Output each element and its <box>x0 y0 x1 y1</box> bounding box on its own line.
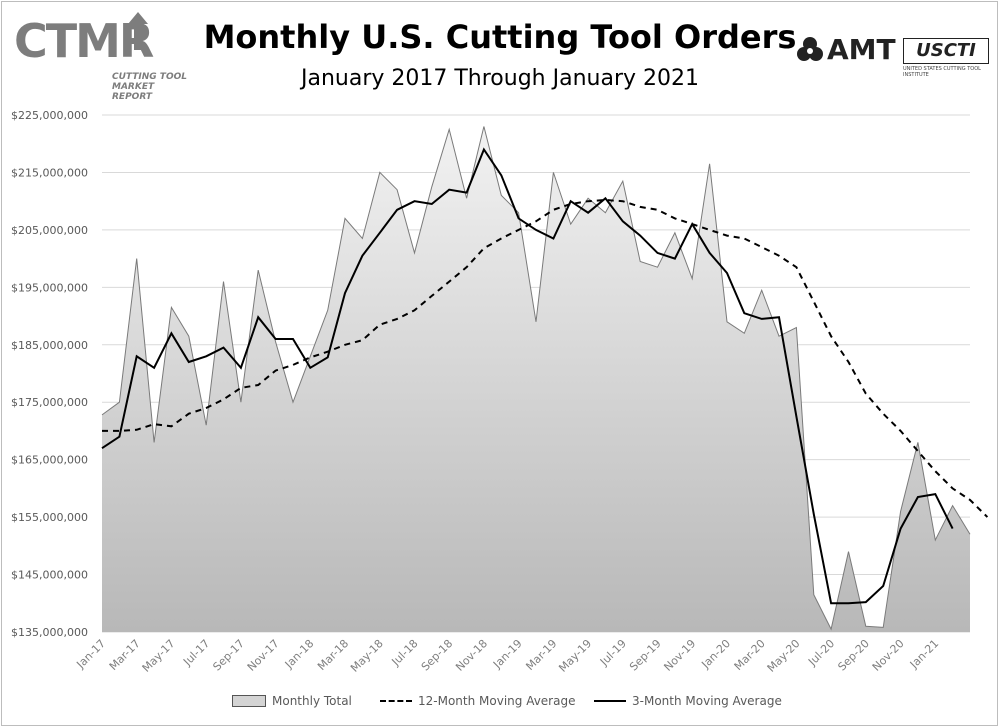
x-tick-label: Sep-20 <box>835 637 872 674</box>
y-axis-ticks: $135,000,000 $145,000,000 $155,000,000 $165… <box>11 109 88 639</box>
y-tick-label: $155,000,000 <box>11 511 88 524</box>
legend-label: Monthly Total <box>272 694 352 708</box>
legend-item-monthly-total: Monthly Total <box>232 694 352 708</box>
uscti-logo-subtitle: UNITED STATES CUTTING TOOL INSTITUTE <box>903 66 981 78</box>
amt-logo-text: AMT <box>827 33 896 66</box>
x-tick-label: Jan-21 <box>907 637 942 672</box>
ctmr-sub-line1: CUTTING TOOL <box>112 72 187 82</box>
legend-item-12-month-ma: 12-Month Moving Average <box>380 694 575 708</box>
partner-logos: AMT USCTI UNITED STATES CUTTING TOOL INS… <box>795 33 995 78</box>
x-tick-label: Nov-17 <box>245 637 282 674</box>
x-tick-label: Nov-18 <box>453 637 490 674</box>
x-tick-label: Mar-19 <box>523 637 559 673</box>
monthly-total-fill <box>102 126 970 632</box>
arrow-up-icon <box>128 12 148 50</box>
x-tick-label: Mar-20 <box>732 637 768 673</box>
ctmr-logo: CTMR CUTTING TOOL MARKET REPORT <box>14 10 194 102</box>
x-tick-label: May-17 <box>140 637 178 675</box>
legend-swatch-dashed <box>380 700 412 702</box>
x-tick-label: May-20 <box>765 637 803 675</box>
x-tick-label: Jul-20 <box>805 637 837 669</box>
ctmr-logo-text: CTMR <box>14 14 154 68</box>
x-tick-label: Jul-19 <box>597 637 629 669</box>
x-tick-label: Jan-20 <box>698 637 733 672</box>
x-tick-label: Jan-19 <box>490 637 525 672</box>
monthly-total-area <box>101 126 971 632</box>
chart-legend: Monthly Total 12-Month Moving Average 3-… <box>0 694 999 714</box>
x-tick-label: Nov-20 <box>870 637 907 674</box>
amt-emblem-icon <box>797 37 823 61</box>
uscti-logo-text: USCTI <box>903 38 989 64</box>
legend-label: 12-Month Moving Average <box>418 694 576 708</box>
ctmr-sub-line2: MARKET REPORT <box>112 82 155 102</box>
chart-title: Monthly U.S. Cutting Tool Orders <box>203 18 797 56</box>
y-tick-label: $165,000,000 <box>11 454 88 467</box>
monthly-total-outline <box>101 126 971 631</box>
x-tick-label: Jan-17 <box>74 637 109 672</box>
x-tick-label: Jul-17 <box>180 637 212 669</box>
y-tick-label: $135,000,000 <box>11 626 88 639</box>
x-tick-label: Sep-19 <box>627 637 664 674</box>
legend-item-3-month-ma: 3-Month Moving Average <box>594 694 782 708</box>
x-tick-label: May-18 <box>348 637 386 675</box>
chart-subtitle: January 2017 Through January 2021 <box>300 66 699 91</box>
y-tick-label: $175,000,000 <box>11 396 88 409</box>
y-tick-label: $145,000,000 <box>11 569 88 582</box>
x-tick-label: Nov-19 <box>661 637 698 674</box>
x-tick-label: Mar-18 <box>315 637 351 673</box>
legend-label: 3-Month Moving Average <box>632 694 782 708</box>
y-tick-label: $225,000,000 <box>11 109 88 122</box>
y-tick-label: $215,000,000 <box>11 166 88 179</box>
x-tick-label: Jan-18 <box>282 637 317 672</box>
legend-swatch-solid <box>594 700 626 702</box>
y-tick-label: $195,000,000 <box>11 281 88 294</box>
y-tick-label: $185,000,000 <box>11 339 88 352</box>
x-tick-label: Sep-17 <box>210 637 247 674</box>
y-tick-label: $205,000,000 <box>11 224 88 237</box>
x-tick-label: Jul-18 <box>389 637 421 669</box>
x-tick-label: Sep-18 <box>419 637 456 674</box>
legend-swatch-area <box>232 695 266 707</box>
ctmr-logo-subtitle: CUTTING TOOL MARKET REPORT <box>112 72 194 102</box>
series-line-3-month-moving-average <box>101 147 954 605</box>
x-tick-label: Mar-17 <box>107 637 143 673</box>
series-line-12-month-moving-average <box>102 198 989 518</box>
series-lines <box>101 147 989 605</box>
x-tick-label: May-19 <box>556 637 594 675</box>
